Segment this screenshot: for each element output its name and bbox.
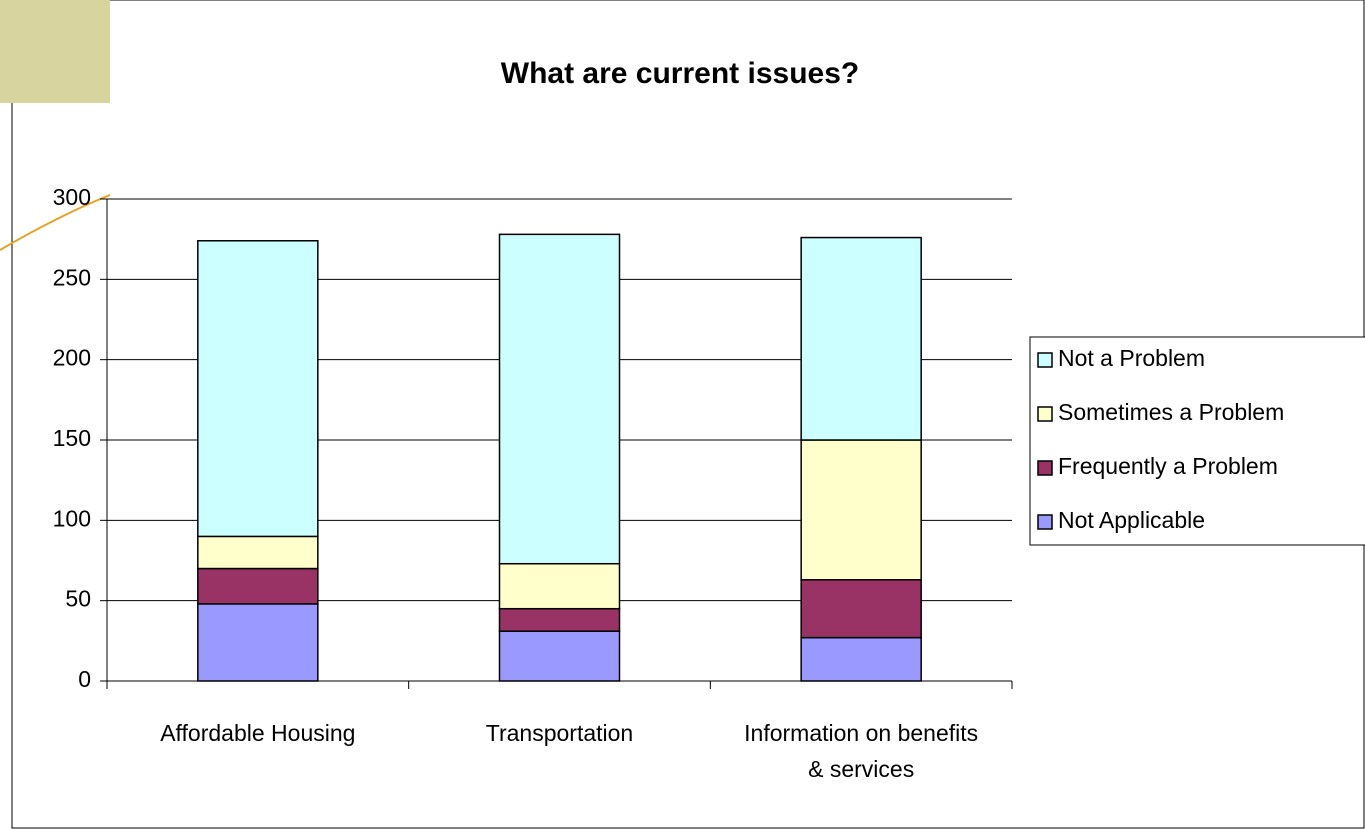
bar-segment [498, 607, 621, 632]
legend-label: Not Applicable [1058, 507, 1205, 533]
bar-segment [197, 603, 319, 682]
x-tick-label: Information on benefits & services [744, 720, 979, 782]
legend-swatch [1037, 352, 1053, 368]
x-tick-label: Transportation [485, 720, 634, 746]
bar-segment [800, 439, 922, 581]
y-tick-label: 150 [53, 425, 91, 451]
legend-swatch [1037, 514, 1053, 530]
bar-segment [800, 636, 922, 682]
legend-label: Not a Problem [1058, 345, 1205, 371]
y-tick-label: 100 [53, 505, 91, 531]
bar-segment [800, 579, 922, 639]
legend-box [1029, 336, 1365, 546]
legend-label: Frequently a Problem [1058, 453, 1278, 479]
y-tick-label: 200 [53, 345, 91, 371]
bar-segment [498, 630, 621, 682]
y-tick-label: 250 [53, 264, 91, 290]
legend-swatch [1037, 460, 1053, 476]
y-tick-label: 300 [53, 184, 91, 210]
bar-segment [498, 562, 621, 610]
bar-segment [800, 236, 922, 441]
background-block [0, 0, 110, 103]
decoration-arc [0, 194, 111, 251]
legend-label: Sometimes a Problem [1058, 399, 1284, 425]
x-tick-label: Affordable Housing [160, 720, 356, 746]
bar-segment [498, 233, 621, 565]
legend-swatch [1037, 406, 1053, 422]
bar-segment [197, 535, 319, 570]
y-tick-label: 50 [65, 586, 91, 612]
bar-segment [197, 567, 319, 605]
bar-segment [197, 240, 319, 538]
y-tick-label: 0 [78, 666, 91, 692]
chart-title: What are current issues? [501, 57, 859, 90]
